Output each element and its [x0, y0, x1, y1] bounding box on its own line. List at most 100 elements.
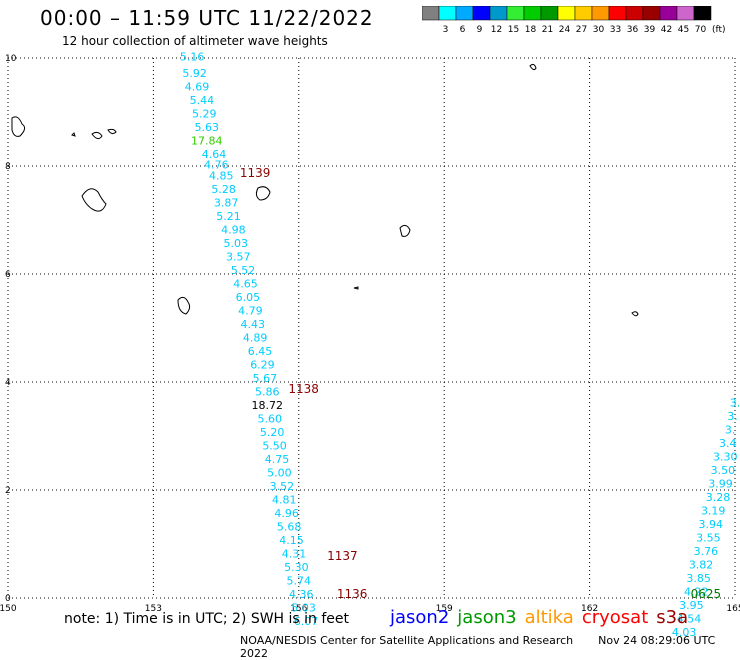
- scale-label: 39: [644, 25, 656, 34]
- wave-height-value: 5.52: [231, 264, 256, 277]
- scale-label: 33: [610, 25, 621, 34]
- wave-height-value: 3.30: [713, 450, 738, 463]
- island-outline: [353, 286, 359, 290]
- wave-height-value: 4.75: [265, 453, 290, 466]
- wave-height-value: 5.30: [284, 561, 309, 574]
- wave-height-value: 4.76: [204, 159, 229, 172]
- scale-label: 45: [678, 25, 689, 34]
- lon-tick-label: 150: [0, 604, 17, 614]
- wave-height-value: 3.4: [719, 437, 737, 450]
- wave-height-value: 4.85: [209, 170, 234, 183]
- wave-height-value: 5.03: [291, 602, 316, 615]
- wave-height-value: 4.31: [282, 548, 307, 561]
- wave-height-value: 5.67: [253, 372, 278, 385]
- wave-height-value: 3.: [725, 423, 736, 436]
- wave-height-value: 3.82: [689, 558, 714, 571]
- scale-label: 6: [460, 25, 466, 34]
- map-title: 00:00 – 11:59 UTC 11/22/2022: [40, 6, 374, 30]
- pass-label: 1137: [327, 549, 358, 563]
- wave-height-value: 4.69: [185, 80, 210, 93]
- satellite-jason3: jason3: [457, 607, 517, 628]
- wave-height-value: 4.79: [238, 305, 263, 318]
- scale-label: 21: [542, 25, 553, 34]
- wave-height-value: 4.98: [221, 224, 246, 237]
- satellite-altika: altika: [524, 607, 574, 628]
- wave-height-value: 5.03: [224, 237, 249, 250]
- pass-label: 1138: [288, 382, 319, 396]
- satellite-s3a: s3a: [656, 607, 689, 628]
- lon-tick-label: 153: [145, 604, 162, 614]
- pass-label: 1139: [240, 166, 271, 180]
- wave-height-value: 5.29: [192, 107, 217, 120]
- wave-height-value: 3.87: [214, 197, 239, 210]
- satellite-cryosat: cryosat: [581, 607, 649, 628]
- wave-height-value: 4.43: [241, 318, 266, 331]
- island-outline: [255, 186, 271, 201]
- lon-tick-label: 165: [726, 604, 740, 614]
- wave-height-value: 5.60: [257, 413, 282, 426]
- lat-tick-label: 4: [5, 378, 11, 388]
- island-outline: [91, 131, 103, 140]
- wave-height-value: 3.52: [270, 480, 295, 493]
- wave-height-value: 5.68: [277, 521, 302, 534]
- wave-height-value: 4.89: [243, 332, 268, 345]
- wave-height-value: 6.45: [248, 345, 273, 358]
- color-scale-legend: 3 6 9 12 15 18 21 24 27 30 33 36 39 42 45 70 (ft): [422, 6, 726, 34]
- island-outline: [11, 116, 26, 137]
- island-outline: [177, 296, 191, 315]
- pass-label: 1136: [337, 587, 368, 601]
- wave-height-value: 4.96: [274, 507, 299, 520]
- wave-height-value: 3.: [727, 410, 738, 423]
- scale-label: 70: [695, 25, 707, 34]
- wave-height-value: 3.: [730, 396, 740, 409]
- lat-tick-label: 6: [5, 270, 11, 280]
- wave-height-value: 4.81: [272, 494, 297, 507]
- footer: NOAA/NESDIS Center for Satellite Applica…: [240, 634, 740, 660]
- wave-height-value: 4.15: [279, 534, 304, 547]
- lon-tick-label: 162: [581, 604, 598, 614]
- wave-height-value: 3.57: [226, 251, 251, 264]
- scale-unit: (ft): [712, 25, 726, 34]
- scale-label: 24: [559, 25, 571, 34]
- satellite-jason2: jason2: [390, 607, 450, 628]
- island-outline: [81, 188, 107, 212]
- wave-height-value: 17.84: [191, 134, 223, 147]
- wave-height-value: 5.63: [194, 121, 219, 134]
- wave-height-value: 3.76: [694, 545, 719, 558]
- wave-height-value: 6.07: [294, 615, 319, 628]
- wave-height-value: 5.20: [260, 426, 285, 439]
- wave-height-value: 3.28: [706, 491, 731, 504]
- lon-tick-label: 156: [290, 604, 307, 614]
- wave-height-value: 5.16: [180, 51, 205, 64]
- wave-height-value: 5.21: [216, 210, 241, 223]
- wave-height-value: 3.99: [708, 477, 733, 490]
- wave-height-value: 3.95: [679, 599, 704, 612]
- lon-tick-label: 159: [436, 604, 453, 614]
- lat-tick-label: 8: [5, 162, 11, 172]
- wave-height-value: 3.85: [686, 572, 711, 585]
- scale-label: 3: [443, 25, 449, 34]
- scale-label: 27: [576, 25, 587, 34]
- wave-height-value: 5.44: [190, 94, 215, 107]
- wave-height-value: 5.00: [267, 467, 292, 480]
- lat-tick-label: 2: [5, 486, 11, 496]
- wave-height-value: 4.22: [684, 585, 709, 598]
- wave-height-value: 6.29: [250, 359, 275, 372]
- wave-height-value: 3.94: [699, 518, 724, 531]
- island-outline: [529, 63, 537, 71]
- scale-swatch: [693, 6, 712, 21]
- satellite-legend: jason2 jason3 altika cryosat s3a: [390, 607, 696, 628]
- island-outline: [71, 132, 76, 137]
- island-outline: [107, 128, 117, 135]
- island-outline: [399, 224, 411, 237]
- wave-height-value: 4.36: [289, 588, 314, 601]
- lat-tick-label: 10: [5, 54, 17, 64]
- scale-label: 12: [491, 25, 502, 34]
- wave-height-value: 4.54: [677, 612, 702, 625]
- wave-height-value: 5.86: [255, 386, 280, 399]
- scale-label: 36: [627, 25, 639, 34]
- map-subtitle: 12 hour collection of altimeter wave hei…: [62, 34, 328, 48]
- wave-height-value: 4.03: [672, 626, 697, 639]
- wave-height-value: 3.55: [696, 531, 721, 544]
- wave-height-value: 5.50: [262, 440, 287, 453]
